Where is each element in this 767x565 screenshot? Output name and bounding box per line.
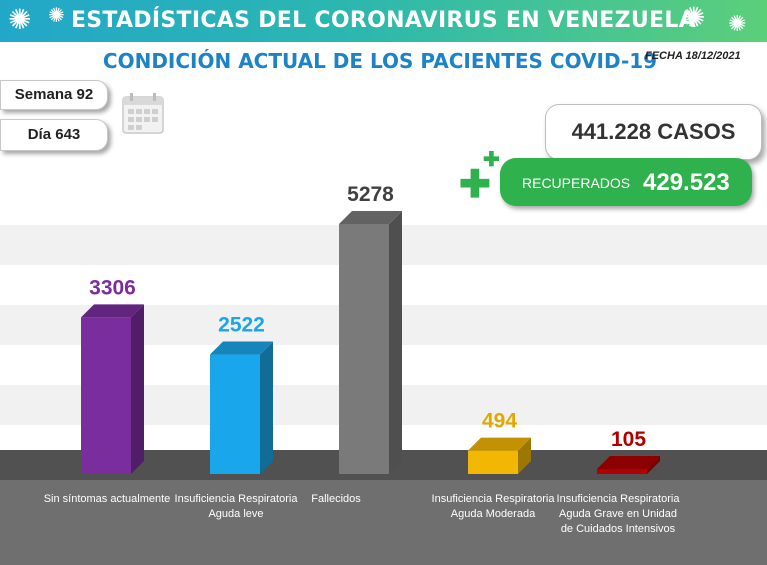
bar xyxy=(339,224,389,474)
virus-icon: ✺ xyxy=(682,2,706,33)
bar-side xyxy=(131,304,144,474)
data-label: 3306 xyxy=(89,276,136,299)
virus-icon: ✺ xyxy=(48,5,65,27)
bar xyxy=(597,469,647,474)
category-label: Fallecidos xyxy=(311,493,361,505)
recovered-label: RECUPERADOS xyxy=(522,175,631,191)
bar-top xyxy=(81,304,144,318)
bar-top xyxy=(210,341,273,355)
plus-icon: ✚ xyxy=(483,149,500,171)
bar-side xyxy=(260,341,273,474)
bar-side xyxy=(518,437,531,474)
bar xyxy=(468,450,518,474)
data-label: 105 xyxy=(611,428,646,451)
virus-icon: ✺ xyxy=(8,4,32,35)
data-label: 5278 xyxy=(347,183,394,206)
date-label: FECHA 18/12/2021 xyxy=(645,50,741,62)
category-label: Insuficiencia Respiratoria Aguda Grave e… xyxy=(556,493,680,535)
bar-side xyxy=(389,211,402,474)
total-cases: 441.228 CASOS xyxy=(545,104,762,160)
category-label: Insuficiencia Respiratoria Aguda leve xyxy=(174,493,298,520)
bar-chart: 3306 2522 5278 494 105 xyxy=(0,183,767,565)
header-banner xyxy=(0,0,767,42)
data-label: 494 xyxy=(482,410,517,433)
category-label: Insuficiencia Respiratoria Aguda Moderad… xyxy=(431,493,555,520)
bar-top xyxy=(597,456,660,470)
plus-icon: ✚ xyxy=(459,164,491,206)
bar xyxy=(81,317,131,474)
bar-side xyxy=(647,456,660,474)
page-subtitle: CONDICIÓN ACTUAL DE LOS PACIENTES COVID-… xyxy=(102,49,658,73)
virus-icon: ✺ xyxy=(728,11,747,36)
recovered-value: 429.523 xyxy=(643,169,730,196)
recovered-panel: RECUPERADOS 429.523 xyxy=(500,158,752,206)
data-label: 2522 xyxy=(218,314,265,337)
category-label: Sin síntomas actualmente xyxy=(43,493,171,505)
bar-top xyxy=(339,211,402,224)
day-badge: Día 643 xyxy=(0,119,108,151)
week-badge: Semana 92 xyxy=(0,80,108,110)
calendar-icon xyxy=(122,93,164,134)
page-title: ESTADÍSTICAS DEL CORONAVIRUS EN VENEZUEL… xyxy=(70,8,697,33)
bar xyxy=(210,354,260,474)
bar-top xyxy=(468,437,531,451)
